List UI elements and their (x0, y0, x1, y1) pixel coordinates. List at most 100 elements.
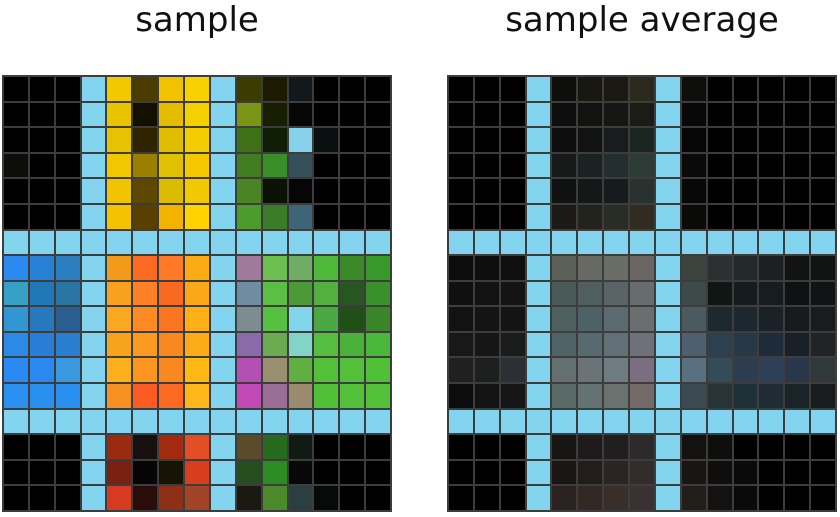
sample-cell (55, 230, 80, 255)
sample-average-cell (552, 332, 577, 357)
sample-cell (366, 179, 390, 203)
sample-average-cell (655, 460, 680, 485)
sample-cell (236, 128, 261, 152)
sample-average-cell (630, 153, 654, 178)
sample-average-cell (552, 281, 577, 306)
sample-cell (107, 102, 132, 127)
sample-cell (262, 281, 287, 306)
sample-average-cell (552, 435, 577, 459)
sample-average-cell (655, 230, 680, 255)
sample-average-cell (604, 179, 629, 203)
sample-average-cell (604, 435, 629, 459)
sample-cell (262, 204, 287, 229)
sample-average-cell (500, 307, 525, 331)
sample-average-cell (552, 128, 577, 152)
sample-cell (133, 102, 158, 127)
sample-cell (262, 358, 287, 383)
sample-average-cell (655, 486, 680, 510)
sample-average-cell (500, 435, 525, 459)
sample-cell (210, 179, 235, 203)
sample-cell (340, 230, 365, 255)
sample-cell (159, 307, 184, 331)
sample-average-cell (474, 77, 499, 101)
sample-average-cell (526, 332, 551, 357)
sample-average-cell (500, 153, 525, 178)
sample-average-cell (655, 179, 680, 203)
sample-average-cell (759, 77, 784, 101)
sample-cell (29, 179, 54, 203)
sample-cell (29, 358, 54, 383)
sample-cell (55, 409, 80, 434)
sample-average-cell (655, 128, 680, 152)
sample-cell (185, 460, 209, 485)
sample-average-cell (733, 230, 758, 255)
sample-average-cell (811, 307, 835, 331)
sample-average-cell (578, 460, 603, 485)
sample-cell (210, 204, 235, 229)
sample-cell (4, 204, 28, 229)
sample-cell (185, 230, 209, 255)
sample-average-cell (811, 435, 835, 459)
sample-cell (210, 358, 235, 383)
sample-cell (366, 230, 390, 255)
sample-cell (81, 102, 106, 127)
sample-average-cell (759, 435, 784, 459)
sample-average-cell (474, 179, 499, 203)
sample-average-cell (733, 102, 758, 127)
sample-cell (262, 332, 287, 357)
sample-average-cell (811, 332, 835, 357)
sample-cell (107, 460, 132, 485)
sample-average-cell (655, 307, 680, 331)
sample-cell (4, 128, 28, 152)
sample-average-cell (474, 435, 499, 459)
sample-average-cell (526, 307, 551, 331)
sample-average-cell (630, 486, 654, 510)
sample-cell (4, 77, 28, 101)
sample-cell (133, 281, 158, 306)
sample-average-cell (655, 332, 680, 357)
sample-average-grid (447, 75, 837, 512)
sample-average-cell (785, 332, 810, 357)
sample-cell (29, 256, 54, 280)
sample-grid (2, 75, 392, 512)
sample-average-cell (474, 307, 499, 331)
sample-cell (55, 102, 80, 127)
sample-average-cell (526, 409, 551, 434)
sample-average-cell (526, 358, 551, 383)
sample-average-cell (785, 204, 810, 229)
sample-cell (107, 230, 132, 255)
sample-cell (288, 384, 313, 408)
sample-average-cell (733, 358, 758, 383)
sample-cell (314, 281, 339, 306)
sample-average-cell (449, 384, 473, 408)
sample-average-cell (500, 128, 525, 152)
sample-cell (236, 409, 261, 434)
sample-cell (29, 435, 54, 459)
sample-cell (185, 281, 209, 306)
sample-average-cell (500, 358, 525, 383)
sample-cell (288, 102, 313, 127)
sample-cell (366, 153, 390, 178)
sample-cell (4, 307, 28, 331)
sample-cell (262, 460, 287, 485)
sample-cell (236, 384, 261, 408)
sample-average-cell (785, 358, 810, 383)
sample-cell (185, 486, 209, 510)
sample-cell (4, 230, 28, 255)
sample-average-cell (604, 332, 629, 357)
sample-cell (185, 256, 209, 280)
sample-average-cell (785, 307, 810, 331)
sample-average-cell (578, 358, 603, 383)
sample-cell (340, 153, 365, 178)
sample-average-cell (811, 460, 835, 485)
sample-average-cell (811, 77, 835, 101)
sample-average-cell (578, 384, 603, 408)
sample-cell (29, 332, 54, 357)
sample-average-cell (681, 256, 706, 280)
sample-cell (81, 307, 106, 331)
sample-average-cell (707, 486, 732, 510)
sample-cell (366, 486, 390, 510)
sample-average-cell (526, 486, 551, 510)
sample-cell (133, 179, 158, 203)
sample-cell (236, 332, 261, 357)
